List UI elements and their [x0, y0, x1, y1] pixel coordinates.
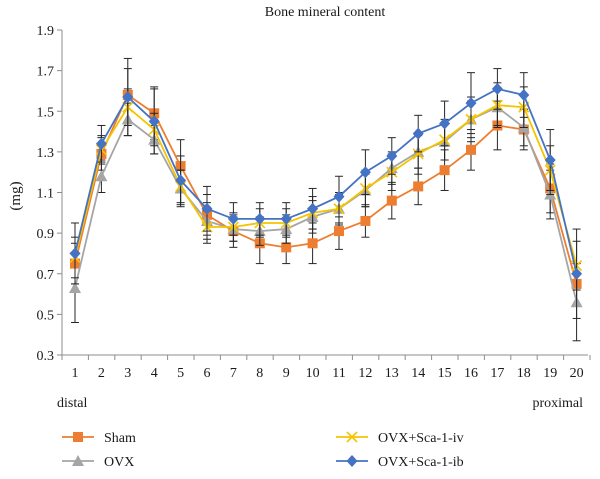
x-tick-label: 2 — [98, 366, 105, 381]
data-point — [466, 144, 476, 155]
x-tick-label: 14 — [411, 366, 425, 381]
x-axis-end-label: proximal — [532, 396, 583, 411]
data-point — [227, 212, 239, 225]
x-tick-label: 6 — [204, 366, 211, 381]
x-tick-label: 18 — [517, 366, 531, 381]
chart-title: Bone mineral content — [265, 5, 386, 20]
y-tick-label: 1.7 — [37, 65, 55, 80]
x-tick-label: 5 — [177, 366, 184, 381]
y-tick-label: 0.5 — [37, 308, 55, 323]
y-tick-label: 1.9 — [37, 24, 55, 39]
plot-area: 0.30.50.70.91.11.31.51.71.91 2 3 4 5 6 7 8 9 10 11… — [37, 24, 591, 381]
data-point — [254, 212, 266, 225]
data-point — [360, 215, 371, 226]
data-point — [412, 127, 424, 140]
y-tick-label: 0.9 — [37, 227, 55, 242]
data-point — [307, 238, 318, 249]
data-point — [334, 226, 344, 237]
data-point — [175, 174, 187, 187]
data-point — [281, 242, 292, 253]
legend-marker — [346, 455, 358, 467]
x-tick-label: 3 — [124, 366, 131, 381]
data-point — [491, 82, 503, 95]
y-tick-label: 1.1 — [37, 187, 55, 202]
y-tick-label: 0.7 — [37, 268, 55, 283]
y-tick-label: 1.3 — [37, 146, 55, 161]
x-tick-label: 7 — [230, 366, 237, 381]
y-axis-label: (mg) — [8, 181, 24, 210]
x-tick-label: 8 — [256, 366, 263, 381]
x-tick-label: 17 — [490, 366, 504, 381]
legend-item-ovx: OVX — [62, 455, 134, 470]
data-point — [95, 137, 107, 150]
data-point — [148, 115, 160, 128]
legend-label: OVX — [104, 455, 134, 470]
data-point — [69, 281, 81, 293]
legend-item-ovx-sca-1-iv: OVX+Sca-1-iv — [336, 431, 464, 446]
x-marker-stroke — [346, 431, 358, 443]
x-tick-label: 19 — [543, 366, 557, 381]
series-line — [74, 87, 578, 274]
data-point — [386, 195, 397, 206]
x-tick-label: 11 — [332, 366, 345, 381]
x-tick-label: 1 — [72, 366, 79, 381]
data-point — [307, 202, 319, 215]
legend: Sham OVX OVX+Sca-1-iv OVX+Sca-1-ib — [62, 431, 464, 470]
data-point — [201, 202, 213, 215]
data-point — [69, 247, 81, 260]
legend-label: OVX+Sca-1-ib — [378, 455, 464, 470]
data-point — [386, 149, 398, 162]
y-tick-label: 0.3 — [37, 349, 55, 364]
x-tick-label: 9 — [283, 366, 290, 381]
data-point — [333, 190, 345, 203]
data-point — [571, 267, 583, 280]
data-point — [412, 148, 424, 160]
data-point — [280, 212, 292, 225]
x-tick-label: 10 — [306, 366, 320, 381]
x-tick-label: 4 — [151, 366, 158, 381]
data-point — [544, 154, 556, 166]
legend-label: OVX+Sca-1-iv — [378, 431, 464, 446]
data-point — [439, 165, 450, 176]
series-ovx-sca-1-ib — [69, 57, 583, 319]
series-line — [74, 106, 578, 303]
data-point — [359, 166, 371, 179]
x-tick-label: 16 — [464, 366, 478, 381]
x-tick-label: 20 — [570, 366, 584, 381]
y-tick-label: 1.5 — [37, 105, 55, 120]
series-line — [74, 104, 578, 266]
data-point — [413, 181, 424, 192]
x-tick-label: 13 — [385, 366, 399, 381]
data-point — [439, 117, 451, 130]
legend-item-sham: Sham — [62, 431, 136, 446]
x-tick-label: 12 — [358, 366, 372, 381]
data-point — [95, 170, 108, 182]
data-point — [122, 91, 134, 104]
x-marker-stroke — [412, 148, 424, 160]
x-tick-label: 15 — [438, 366, 452, 381]
x-axis-start-label: distal — [57, 396, 87, 411]
series-sham — [70, 68, 582, 305]
legend-marker — [346, 431, 358, 443]
legend-marker — [72, 455, 84, 466]
legend-marker — [73, 432, 83, 442]
data-point — [465, 97, 477, 110]
legend-label: Sham — [104, 431, 136, 446]
data-point — [518, 89, 530, 101]
legend-item-ovx-sca-1-ib: OVX+Sca-1-ib — [336, 455, 464, 470]
